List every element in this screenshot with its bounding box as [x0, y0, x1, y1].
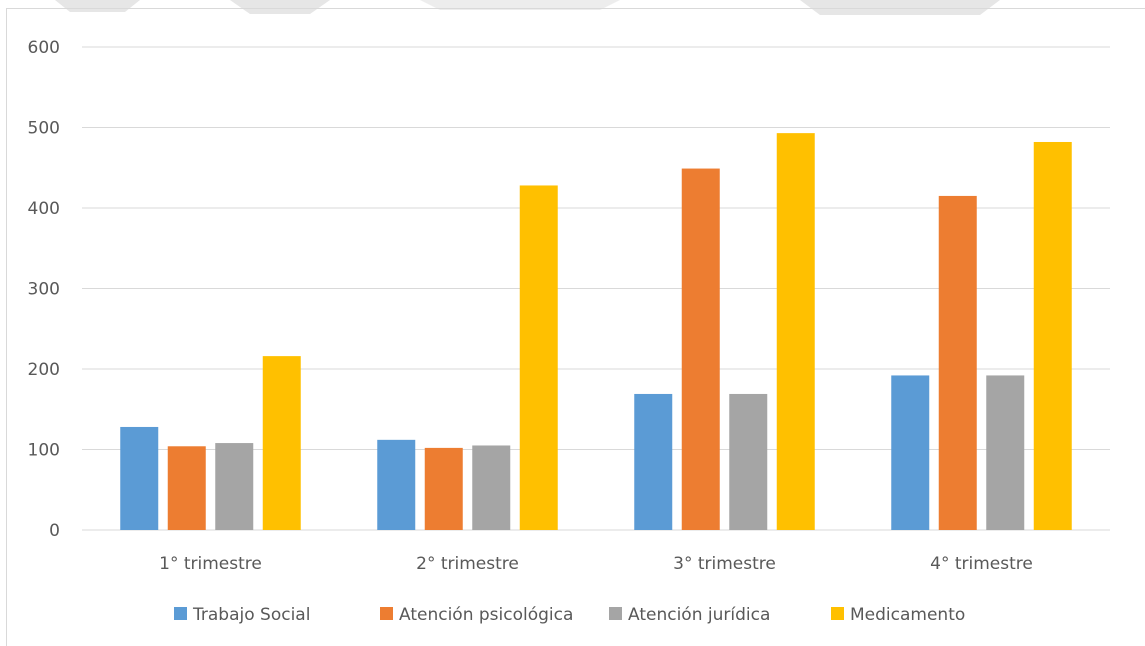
y-tick-label: 600 [28, 38, 60, 58]
bar-atención-jurídica-4 [986, 375, 1025, 530]
y-tick-label: 400 [28, 199, 60, 219]
y-tick-label: 200 [28, 360, 60, 380]
bar-atención-jurídica-2 [472, 445, 511, 530]
legend-swatch [609, 607, 622, 620]
legend-swatch [380, 607, 393, 620]
bar-atención-psicológica-1 [167, 446, 206, 530]
chart-area [6, 8, 1145, 646]
y-axis-tick-labels: 0 100 200 300 400 500 600 [28, 38, 60, 541]
y-tick-label: 0 [49, 521, 60, 541]
legend-swatch [831, 607, 844, 620]
background-watermark [0, 0, 1145, 20]
legend-item: Atención psicológica [380, 605, 573, 625]
bar-atención-psicológica-2 [424, 447, 463, 530]
bars [120, 133, 1072, 531]
y-tick-label: 500 [28, 119, 60, 139]
bar-medicamento-2 [519, 185, 558, 530]
x-tick-label: 4° trimestre [930, 554, 1033, 574]
y-tick-label: 100 [28, 441, 60, 461]
legend-item: Trabajo Social [174, 605, 310, 625]
gridlines [82, 46, 1110, 531]
bar-trabajo-social-2 [377, 439, 416, 530]
legend-label: Medicamento [850, 605, 965, 625]
bar-atención-psicológica-3 [681, 168, 720, 530]
bar-trabajo-social-1 [120, 426, 159, 530]
legend-item: Atención jurídica [609, 605, 770, 625]
bar-atención-psicológica-4 [938, 195, 977, 531]
bar-atención-jurídica-1 [215, 443, 254, 530]
bar-medicamento-4 [1033, 141, 1072, 531]
x-tick-label: 2° trimestre [416, 554, 519, 574]
y-tick-label: 300 [28, 280, 60, 300]
legend-label: Atención jurídica [628, 605, 770, 625]
legend-swatch [174, 607, 187, 620]
x-axis-tick-labels: 1° trimestre 2° trimestre 3° trimestre 4° t… [159, 554, 1033, 574]
legend: Trabajo Social Atención psicológica Atenci… [174, 605, 965, 625]
x-tick-label: 3° trimestre [673, 554, 776, 574]
x-tick-label: 1° trimestre [159, 554, 262, 574]
legend-item: Medicamento [831, 605, 965, 625]
bar-trabajo-social-3 [634, 393, 673, 530]
bar-medicamento-1 [262, 356, 301, 530]
bar-medicamento-3 [776, 133, 815, 530]
legend-label: Atención psicológica [399, 605, 573, 625]
bar-atención-jurídica-3 [729, 393, 768, 530]
legend-label: Trabajo Social [192, 605, 310, 625]
bar-trabajo-social-4 [891, 375, 930, 530]
